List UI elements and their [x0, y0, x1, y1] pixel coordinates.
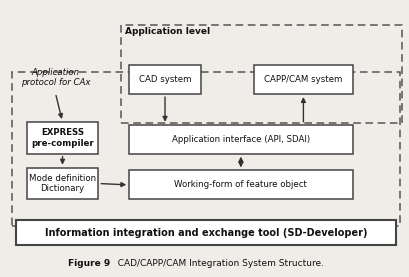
- Text: CAPP/CAM system: CAPP/CAM system: [263, 75, 342, 84]
- Bar: [121, 25, 401, 123]
- Text: Application
protocol for CAx: Application protocol for CAx: [20, 68, 90, 87]
- Text: CAD/CAPP/CAM Integration System Structure.: CAD/CAPP/CAM Integration System Structur…: [111, 259, 323, 268]
- Text: Working-form of feature object: Working-form of feature object: [174, 180, 307, 189]
- Text: Application level: Application level: [125, 27, 210, 36]
- Bar: [12, 72, 399, 226]
- Text: Mode definition
Dictionary: Mode definition Dictionary: [29, 174, 96, 193]
- Bar: [27, 122, 98, 154]
- Text: EXPRESS
pre-compiler: EXPRESS pre-compiler: [31, 128, 94, 148]
- Text: CAD system: CAD system: [138, 75, 191, 84]
- Bar: [129, 125, 352, 154]
- Text: Information integration and exchange tool (SD-Developer): Information integration and exchange too…: [45, 228, 366, 238]
- Bar: [16, 220, 395, 245]
- Text: Application interface (API, SDAI): Application interface (API, SDAI): [171, 135, 309, 144]
- Bar: [254, 65, 352, 94]
- Bar: [129, 65, 200, 94]
- Bar: [129, 170, 352, 199]
- Text: Figure 9: Figure 9: [68, 259, 110, 268]
- Bar: [27, 168, 98, 199]
